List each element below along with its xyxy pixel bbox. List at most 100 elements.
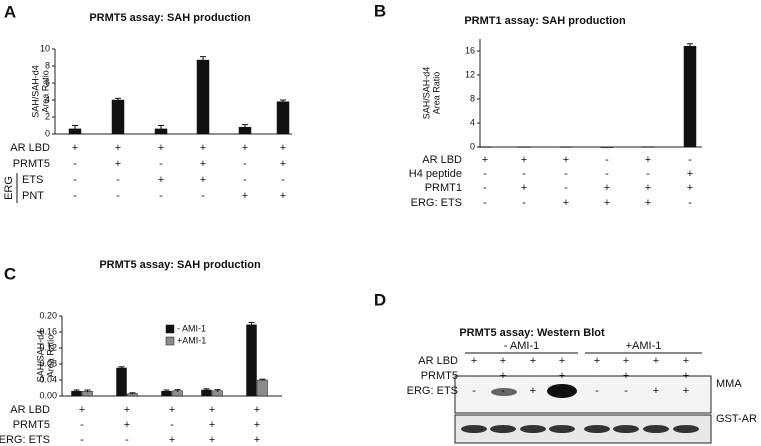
- y-tick-label: 8: [45, 60, 50, 70]
- y-tick-label: 6: [45, 77, 50, 87]
- condition-value: +: [209, 404, 215, 416]
- condition-value: -: [522, 168, 526, 180]
- condition-value: +: [280, 158, 286, 170]
- condition-value: +: [200, 158, 206, 170]
- condition-value: -: [483, 168, 487, 180]
- panel-label: C: [4, 264, 16, 283]
- legend-swatch: [165, 324, 175, 334]
- condition-value: -: [116, 190, 120, 202]
- y-tick-label: 10: [40, 43, 50, 53]
- condition-label: ERG: ETS: [411, 197, 462, 209]
- condition-value: -: [80, 419, 84, 431]
- condition-label: PRMT1: [425, 182, 462, 194]
- condition-value: -: [688, 154, 692, 166]
- bar: [641, 146, 655, 148]
- condition-value: +: [559, 385, 565, 397]
- condition-value: -: [73, 174, 77, 186]
- condition-label: PRMT5: [13, 158, 50, 170]
- condition-label: ERG: ETS: [407, 385, 458, 397]
- y-tick-label: 0.08: [39, 358, 57, 368]
- condition-value: -: [281, 174, 285, 186]
- bar: [276, 101, 290, 135]
- condition-label: PNT: [22, 190, 44, 202]
- condition-value: -: [483, 182, 487, 194]
- condition-value: -: [243, 174, 247, 186]
- condition-value: -: [646, 168, 650, 180]
- legend-label: +AMI-1: [177, 335, 206, 345]
- band-label: MMA: [716, 378, 742, 390]
- condition-value: +: [209, 434, 215, 446]
- y-tick-label: 0.16: [39, 326, 57, 336]
- chart-title: PRMT5 assay: SAH production: [89, 12, 251, 24]
- bar: [517, 146, 531, 148]
- y-tick-label: 2: [45, 111, 50, 121]
- condition-value: -: [564, 168, 568, 180]
- condition-value: +: [280, 190, 286, 202]
- condition-value: -: [654, 370, 658, 382]
- y-tick-label: 8: [470, 93, 475, 103]
- condition-label: AR LBD: [418, 355, 458, 367]
- condition-value: +: [645, 182, 651, 194]
- legend-label: - AMI-1: [177, 323, 206, 333]
- y-axis-label: Area Ratio: [45, 335, 55, 378]
- condition-value: +: [242, 190, 248, 202]
- bar: [683, 45, 697, 148]
- condition-value: -: [159, 190, 163, 202]
- condition-value: +: [200, 174, 206, 186]
- condition-value: -: [80, 434, 84, 446]
- mma-blot: [454, 375, 712, 414]
- condition-value: +: [623, 355, 629, 367]
- bar: [196, 59, 210, 135]
- condition-value: -: [472, 385, 476, 397]
- condition-value: +: [623, 370, 629, 382]
- condition-value: -: [522, 197, 526, 209]
- condition-value: +: [563, 197, 569, 209]
- condition-label: ERG: ETS: [0, 434, 50, 446]
- condition-label: PRMT5: [421, 370, 458, 382]
- bar: [559, 146, 573, 148]
- y-tick-label: 4: [45, 94, 50, 104]
- condition-value: +: [683, 370, 689, 382]
- condition-value: -: [125, 434, 129, 446]
- condition-value: +: [169, 404, 175, 416]
- condition-value: +: [254, 404, 260, 416]
- condition-value: +: [254, 434, 260, 446]
- condition-value: +: [645, 197, 651, 209]
- condition-label: AR LBD: [10, 142, 50, 154]
- condition-value: +: [521, 182, 527, 194]
- y-axis-label: Area Ratio: [431, 72, 441, 115]
- condition-label: AR LBD: [422, 154, 462, 166]
- condition-value: +: [209, 419, 215, 431]
- condition-value: +: [115, 158, 121, 170]
- condition-value: -: [73, 190, 77, 202]
- panel-label: B: [374, 1, 386, 20]
- condition-value: +: [500, 355, 506, 367]
- condition-value: +: [200, 142, 206, 154]
- blot-band: [547, 384, 577, 398]
- y-tick-label: 0.20: [39, 310, 57, 320]
- condition-value: +: [254, 419, 260, 431]
- condition-value: -: [564, 182, 568, 194]
- condition-value: -: [605, 154, 609, 166]
- y-axis-label: SAH/SAH-d4: [421, 67, 431, 120]
- condition-value: +: [653, 355, 659, 367]
- y-tick-label: 0.04: [39, 374, 57, 384]
- y-tick-label: 0.00: [39, 390, 57, 400]
- condition-value: -: [501, 385, 505, 397]
- condition-value: -: [201, 190, 205, 202]
- condition-value: +: [169, 434, 175, 446]
- group-label: +AMI-1: [626, 340, 662, 352]
- condition-value: +: [124, 419, 130, 431]
- y-tick-label: 0: [470, 141, 475, 151]
- condition-value: -: [531, 370, 535, 382]
- condition-value: +: [471, 355, 477, 367]
- condition-value: +: [683, 355, 689, 367]
- bar: [246, 324, 257, 397]
- condition-value: +: [687, 182, 693, 194]
- condition-value: +: [158, 142, 164, 154]
- blot-image: [454, 375, 712, 444]
- y-tick-label: 16: [465, 45, 475, 55]
- bar: [478, 146, 492, 148]
- condition-value: +: [559, 355, 565, 367]
- condition-value: -: [483, 197, 487, 209]
